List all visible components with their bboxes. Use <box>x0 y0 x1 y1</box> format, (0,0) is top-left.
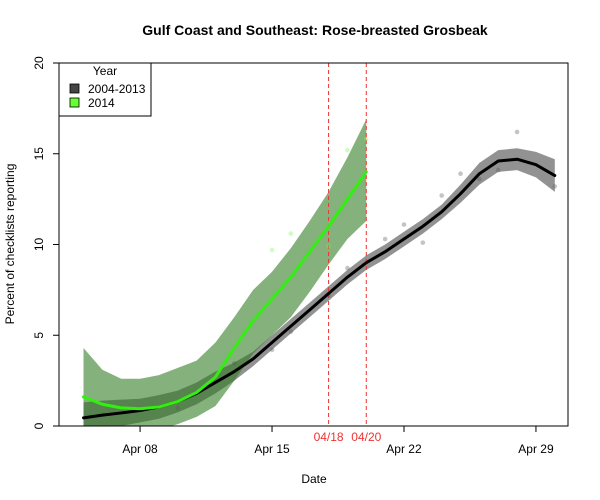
point-2004-2013-13 <box>514 129 520 135</box>
point-2004-2013-11 <box>477 176 482 182</box>
legend-swatch-2014 <box>69 97 80 108</box>
point-2014-0 <box>269 247 275 253</box>
point-2014-4 <box>363 136 369 142</box>
x-tick-label-apr-22: Apr 22 <box>386 442 422 456</box>
y-tick-label-0: 0 <box>32 422 46 429</box>
point-2004-2013-2 <box>269 347 275 353</box>
point-2004-2013-8 <box>420 240 426 245</box>
y-axis: 0 5 10 15 20 <box>32 56 59 429</box>
point-2004-2013-6 <box>382 236 388 242</box>
legend-label-2004-2013: 2004-2013 <box>88 82 146 96</box>
point-2004-2013-0 <box>175 405 181 411</box>
line-2014 <box>82 170 368 411</box>
x-axis-label: Date <box>301 472 327 486</box>
y-tick-label-10: 10 <box>32 238 46 252</box>
legend-title: Year <box>93 64 117 78</box>
point-2014-2 <box>326 244 331 249</box>
point-2004-2013-1 <box>232 361 237 366</box>
y-tick-label-5: 5 <box>32 332 46 339</box>
point-2014-1 <box>288 231 294 236</box>
chart-title: Gulf Coast and Southeast: Rose-breasted … <box>142 22 488 38</box>
trend-lines <box>82 157 557 420</box>
x-tick-label-apr-08: Apr 08 <box>122 442 158 456</box>
point-2004-2013-5 <box>345 265 350 271</box>
y-tick-label-15: 15 <box>32 147 46 161</box>
legend-swatch-2004-2013 <box>69 83 80 94</box>
x-tick-label-apr-15: Apr 15 <box>254 442 290 456</box>
vline-label-04-18: 04/18 <box>314 430 344 444</box>
legend: Year 2004-2013 2014 <box>58 62 152 117</box>
point-2004-2013-7 <box>401 222 407 227</box>
reference-lines: 04/18 04/20 <box>314 63 382 444</box>
x-tick-label-apr-29: Apr 29 <box>518 442 554 456</box>
point-2004-2013-3 <box>288 329 294 334</box>
point-2004-2013-9 <box>439 193 444 198</box>
vline-label-04-20: 04/20 <box>351 430 381 444</box>
y-tick-label-20: 20 <box>32 56 46 70</box>
confidence-bands <box>83 119 555 426</box>
point-2004-2013-14 <box>552 184 558 189</box>
point-2004-2013-12 <box>495 167 501 173</box>
confidence-band-2004-2013 <box>83 148 555 426</box>
confidence-band-2014 <box>83 119 367 426</box>
x-axis: Apr 08 Apr 15 Apr 22 Apr 29 <box>122 425 554 456</box>
legend-label-2014: 2014 <box>88 96 115 110</box>
point-2014-3 <box>345 147 350 153</box>
point-2004-2013-10 <box>458 171 463 177</box>
y-axis-label: Percent of checklists reporting <box>3 164 17 325</box>
